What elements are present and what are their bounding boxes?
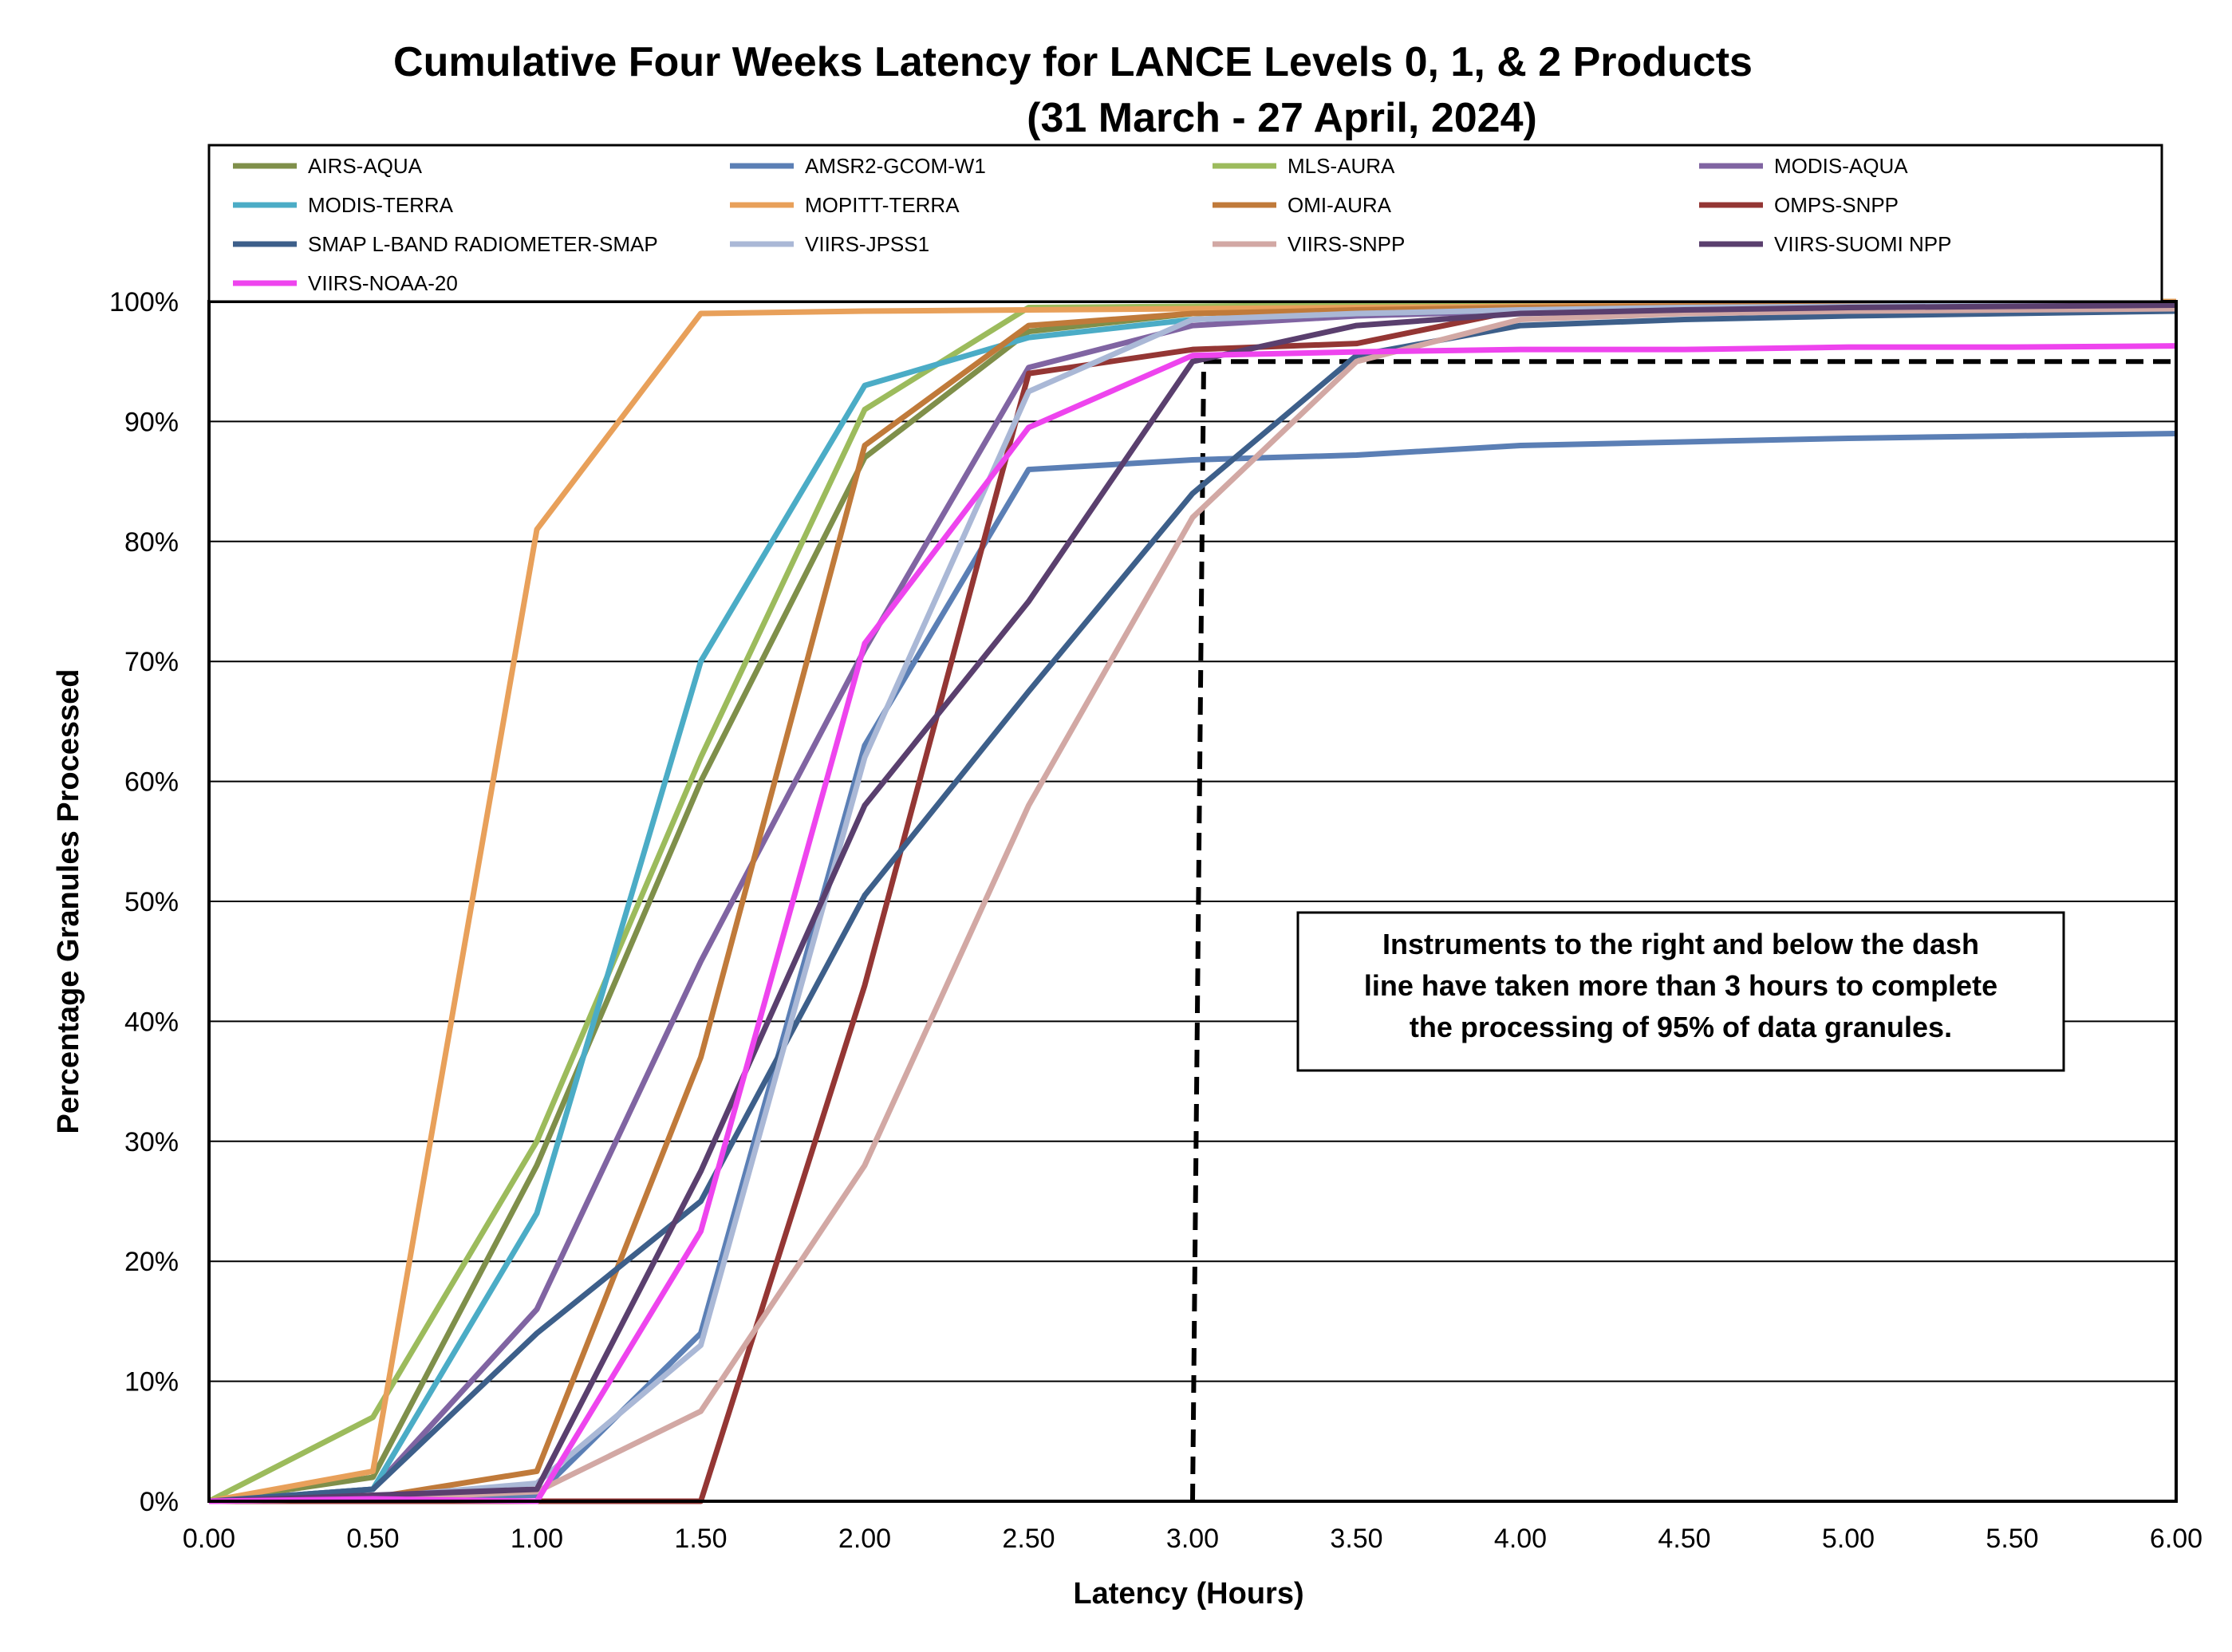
annotation-text-line: the processing of 95% of data granules. — [1410, 1011, 1952, 1043]
y-tick-label: 70% — [124, 647, 179, 677]
legend: AIRS-AQUA AMSR2-GCOM-W1 MLS-AURA MODIS-AQUA… — [207, 144, 2163, 303]
y-tick-label: 100% — [109, 287, 179, 317]
legend-label: AMSR2-GCOM-W1 — [805, 154, 986, 178]
legend-label: MODIS-TERRA — [308, 193, 454, 217]
y-tick-label: 0% — [140, 1487, 179, 1517]
annotation-frame — [1296, 911, 2065, 1072]
y-tick-label: 60% — [124, 767, 179, 798]
chart-subtitle: (31 March - 27 April, 2024) — [1027, 95, 1537, 141]
y-tick-label: 40% — [124, 1007, 179, 1037]
reference-dash-line — [1190, 359, 2176, 1502]
chart-title: Cumulative Four Weeks Latency for LANCE … — [393, 39, 1753, 85]
legend-label: OMI-AURA — [1288, 193, 1392, 217]
legend-label: AIRS-AQUA — [308, 154, 423, 178]
legend-label: VIIRS-SNPP — [1288, 232, 1405, 256]
legend-label: SMAP L-BAND RADIOMETER-SMAP — [308, 232, 658, 256]
x-tick-label: 2.50 — [1002, 1524, 1055, 1554]
legend-label: MOPITT-TERRA — [805, 193, 960, 217]
y-tick-label: 90% — [124, 407, 179, 437]
x-tick-label: 4.00 — [1494, 1524, 1547, 1554]
legend-label: MLS-AURA — [1288, 154, 1395, 178]
legend-label: VIIRS-SUOMI NPP — [1774, 232, 1951, 256]
x-tick-label: 3.00 — [1166, 1524, 1219, 1554]
y-tick-label: 20% — [124, 1247, 179, 1277]
annotation-text-line: Instruments to the right and below the d… — [1382, 928, 1979, 960]
x-tick-label: 1.00 — [511, 1524, 563, 1554]
x-tick-label: 3.50 — [1330, 1524, 1382, 1554]
y-tick-label: 10% — [124, 1367, 179, 1398]
x-tick-label: 5.00 — [1822, 1524, 1875, 1554]
x-tick-label: 2.00 — [838, 1524, 891, 1554]
x-tick-label: 1.50 — [674, 1524, 727, 1554]
x-axis-label: Latency (Hours) — [1073, 1577, 1303, 1611]
x-tick-label: 5.50 — [1986, 1524, 2038, 1554]
x-tick-label: 0.50 — [346, 1524, 399, 1554]
annotation-text-line: line have taken more than 3 hours to com… — [1364, 969, 1997, 1002]
legend-box — [207, 144, 2163, 303]
legend-label: OMPS-SNPP — [1774, 193, 1899, 217]
y-tick-label: 30% — [124, 1127, 179, 1157]
series-line-smap-l-band-radiometer-smap — [208, 308, 2177, 1504]
y-axis-label: Percentage Granules Processed — [52, 669, 85, 1134]
series-line-viirs-suomi-npp — [208, 302, 2177, 1504]
x-tick-label: 6.00 — [2150, 1524, 2202, 1554]
x-tick-label: 0.00 — [183, 1524, 235, 1554]
x-tick-label: 4.50 — [1658, 1524, 1710, 1554]
reference-vertical-dash — [1190, 361, 1206, 1502]
series-line-amsr2-gcom-w1 — [208, 430, 2177, 1504]
annotation-box: Instruments to the right and below the d… — [1296, 911, 2065, 1072]
y-tick-label: 50% — [124, 887, 179, 917]
legend-label: VIIRS-NOAA-20 — [308, 271, 458, 295]
tick-labels: 0.00 0.50 1.00 1.50 2.00 2.50 3.00 3.50 4.00 4.50… — [109, 287, 2202, 1554]
legend-label: MODIS-AQUA — [1774, 154, 1908, 178]
y-tick-label: 80% — [124, 527, 179, 558]
legend-label: VIIRS-JPSS1 — [805, 232, 929, 256]
